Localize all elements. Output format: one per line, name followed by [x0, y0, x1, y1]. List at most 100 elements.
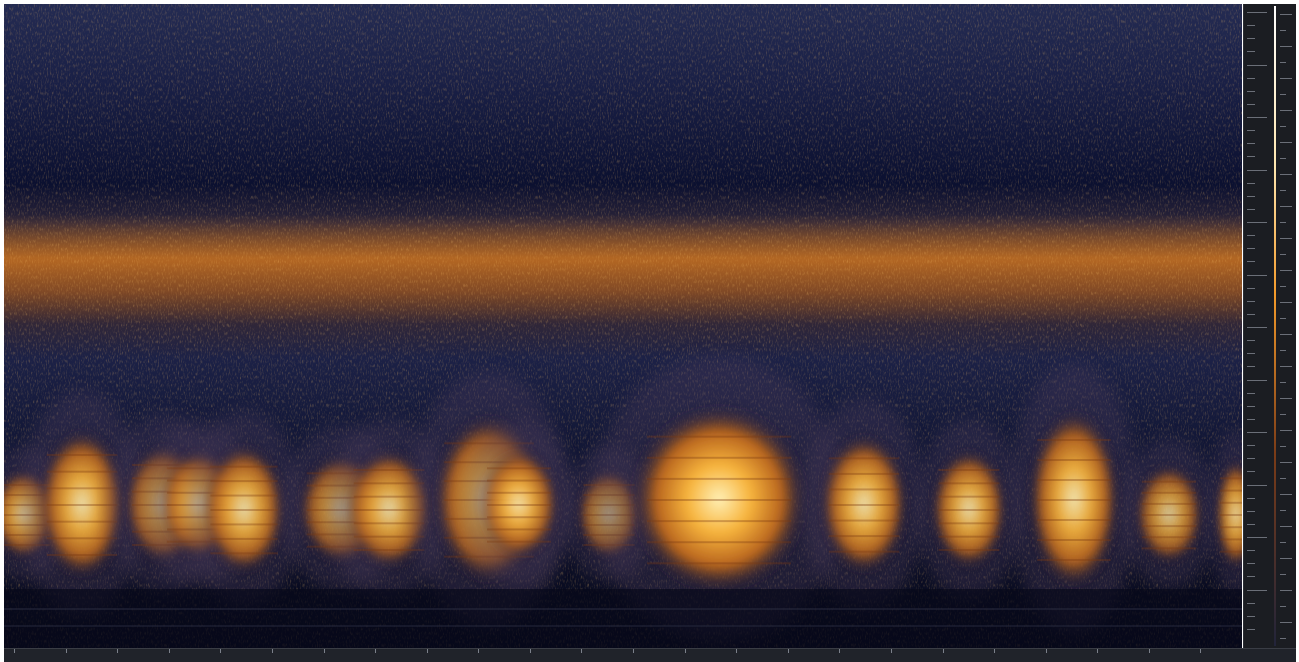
harmonic-stripe	[647, 499, 791, 501]
amplitude-tick	[1280, 30, 1286, 31]
amplitude-tick	[1280, 14, 1292, 15]
amplitude-tick	[1280, 78, 1292, 79]
harmonic-stripe	[647, 435, 791, 438]
call-event[interactable]	[1216, 459, 1242, 569]
amplitude-tick	[1280, 446, 1286, 447]
frequency-tick	[1247, 340, 1255, 342]
harmonic-stripe	[938, 469, 1000, 471]
harmonic-stripe	[828, 519, 900, 522]
harmonic-stripe	[487, 467, 551, 470]
harmonic-stripe	[353, 495, 425, 498]
harmonic-stripe	[1141, 536, 1197, 539]
frequency-tick	[1247, 484, 1267, 486]
frequency-tick	[1247, 12, 1267, 13]
time-tick	[1148, 649, 1150, 653]
harmonic-stripe	[1141, 502, 1197, 505]
frequency-tick	[1247, 248, 1255, 250]
call-event[interactable]	[202, 444, 286, 574]
harmonic-stripe	[1141, 514, 1197, 516]
harmonic-stripe	[647, 520, 791, 523]
harmonic-stripe	[353, 509, 425, 511]
harmonic-stripe	[1037, 439, 1111, 441]
harmonic-stripe	[353, 522, 425, 525]
call-event[interactable]	[1135, 464, 1203, 564]
harmonic-stripe	[46, 454, 118, 456]
harmonic-stripe	[487, 479, 551, 482]
call-event[interactable]	[931, 449, 1007, 569]
amplitude-tick	[1280, 366, 1292, 367]
harmonic-stripe	[1220, 514, 1242, 516]
time-tick	[426, 649, 428, 653]
frequency-tick	[1247, 287, 1255, 289]
harmonic-stripe	[487, 540, 551, 543]
harmonic-stripe	[210, 494, 278, 497]
call-events	[4, 356, 1242, 642]
frequency-tick	[1247, 589, 1267, 591]
amplitude-tick	[1280, 398, 1292, 399]
harmonic-stripe	[353, 469, 425, 471]
frequency-tick	[1247, 432, 1267, 433]
harmonic-stripe	[46, 504, 118, 506]
harmonic-stripe	[210, 480, 278, 483]
frequency-tick	[1247, 90, 1255, 92]
frequency-tick	[1247, 379, 1267, 381]
amplitude-tick	[1280, 318, 1286, 319]
harmonic-stripe	[46, 520, 118, 523]
harmonic-stripe	[1220, 526, 1242, 529]
amplitude-tick	[1280, 590, 1292, 591]
time-tick	[529, 649, 531, 653]
harmonic-stripe	[1037, 519, 1111, 521]
call-event[interactable]	[1028, 409, 1120, 589]
harmonic-stripe	[1037, 459, 1111, 461]
frequency-tick	[1247, 143, 1255, 145]
frequency-tick	[1247, 182, 1255, 184]
harmonic-stripe	[828, 504, 900, 506]
amplitude-tick	[1280, 110, 1292, 111]
harmonic-stripe	[1141, 525, 1197, 528]
harmonic-stripe	[828, 457, 900, 460]
time-ruler[interactable]	[4, 648, 1296, 662]
amplitude-scale[interactable]	[1274, 4, 1296, 648]
amplitude-tick	[1280, 142, 1292, 143]
harmonic-stripe	[210, 523, 278, 526]
amplitude-tick	[1280, 622, 1292, 623]
amplitude-tick	[1280, 286, 1286, 287]
frequency-tick	[1247, 602, 1255, 604]
frequency-tick	[1247, 261, 1255, 263]
frequency-tick	[1247, 313, 1255, 315]
harmonic-stripe	[210, 537, 278, 540]
frequency-tick	[1247, 405, 1255, 407]
harmonic-stripe	[647, 477, 791, 480]
frequency-tick	[1247, 615, 1255, 617]
call-event[interactable]	[345, 449, 433, 569]
amplitude-tick	[1280, 414, 1286, 415]
harmonic-stripe	[1037, 499, 1111, 501]
amplitude-tick	[1280, 526, 1292, 527]
time-tick	[1200, 649, 1202, 653]
amplitude-tick	[1280, 62, 1286, 63]
call-event[interactable]	[820, 434, 908, 574]
spectrogram-canvas[interactable]	[4, 4, 1242, 648]
harmonic-stripe	[938, 535, 1000, 538]
harmonic-stripe	[1220, 550, 1242, 553]
call-event[interactable]	[629, 404, 809, 594]
frequency-tick	[1247, 208, 1255, 210]
amplitude-tick	[1280, 190, 1286, 191]
amplitude-tick	[1280, 46, 1292, 47]
frequency-tick	[1247, 523, 1255, 525]
frequency-tick	[1247, 51, 1255, 53]
amplitude-tick	[1280, 222, 1286, 223]
harmonic-stripe	[1141, 480, 1197, 483]
amplitude-tick	[1280, 302, 1292, 303]
harmonic-stripe	[1141, 491, 1197, 494]
amplitude-tick	[1280, 606, 1286, 607]
call-event[interactable]	[38, 429, 126, 579]
harmonic-stripe	[1037, 479, 1111, 481]
spectrogram-view[interactable]	[4, 4, 1242, 648]
harmonic-stripe	[353, 535, 425, 538]
frequency-tick	[1247, 169, 1267, 171]
amplitude-tick	[1280, 574, 1286, 575]
call-event[interactable]	[479, 449, 559, 559]
harmonic-stripe	[828, 550, 900, 553]
